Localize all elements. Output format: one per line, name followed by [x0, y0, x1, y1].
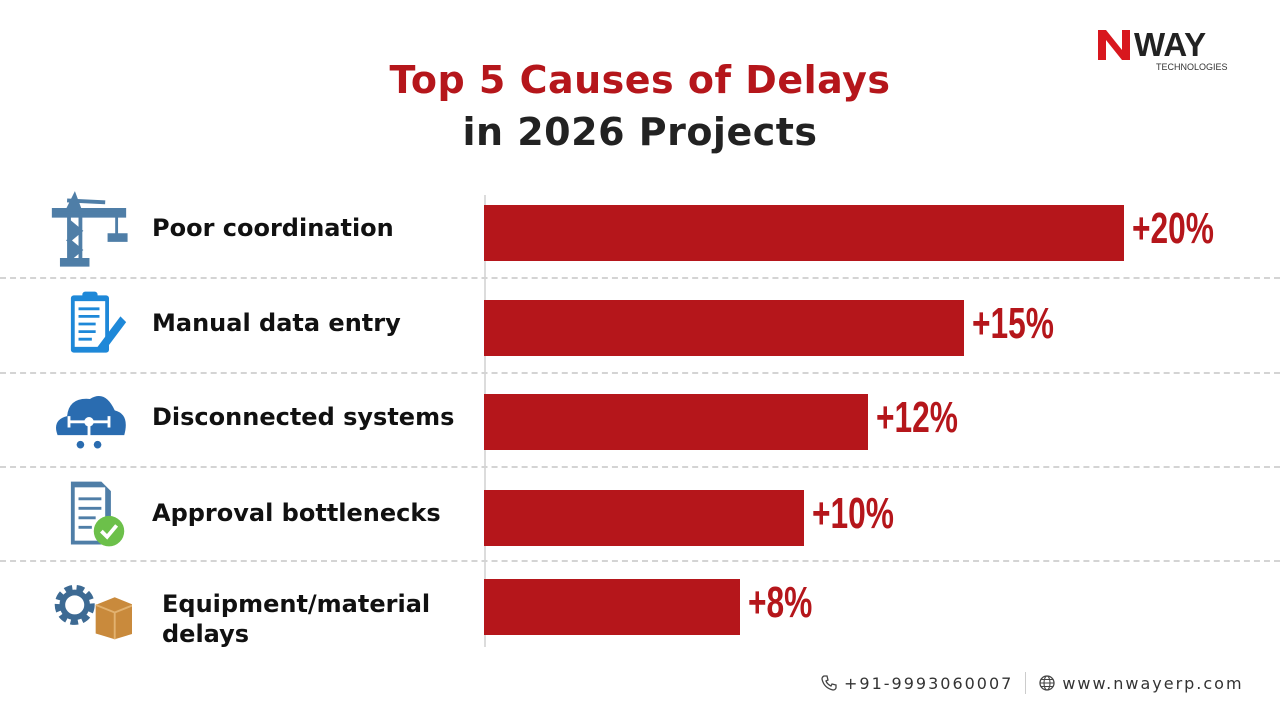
phone-number[interactable]: +91-9993060007 [844, 673, 1014, 693]
category-label: Equipment/material delays [162, 590, 431, 648]
phone-icon [821, 675, 837, 691]
svg-text:TECHNOLOGIES: TECHNOLOGIES [1156, 62, 1228, 72]
chart-title-line1: Top 5 Causes of Delays [389, 58, 891, 102]
svg-text:WAY: WAY [1134, 26, 1206, 63]
bar [484, 205, 1124, 261]
cloud-network-icon [46, 378, 132, 458]
nway-logo: WAY TECHNOLOGIES [1096, 26, 1246, 74]
category-label: Poor coordination [152, 214, 394, 242]
row-divider [0, 372, 1280, 374]
gear-box-icon [46, 563, 135, 643]
value-label: +12% [876, 393, 958, 442]
footer-divider [1025, 672, 1027, 694]
value-label: +8% [748, 578, 813, 627]
row-divider [0, 560, 1280, 562]
bar [484, 579, 740, 635]
globe-icon [1039, 675, 1055, 691]
category-label: Manual data entry [152, 309, 401, 337]
row-divider [0, 277, 1280, 279]
bar [484, 394, 868, 450]
clipboard-pencil-icon [46, 284, 132, 364]
bar [484, 490, 804, 546]
value-label: +20% [1132, 204, 1214, 253]
value-label: +15% [972, 299, 1054, 348]
value-label: +10% [812, 489, 894, 538]
row-divider [0, 466, 1280, 468]
chart-title-line2: in 2026 Projects [462, 110, 818, 154]
website-link[interactable]: www.nwayerp.com [1062, 673, 1244, 693]
bar [484, 300, 964, 356]
category-label: Approval bottlenecks [152, 499, 441, 527]
crane-icon [46, 189, 132, 269]
footer-contact: +91-9993060007 www.nwayerp.com [820, 672, 1244, 694]
category-label: Disconnected systems [152, 403, 455, 431]
document-check-icon [46, 474, 132, 554]
